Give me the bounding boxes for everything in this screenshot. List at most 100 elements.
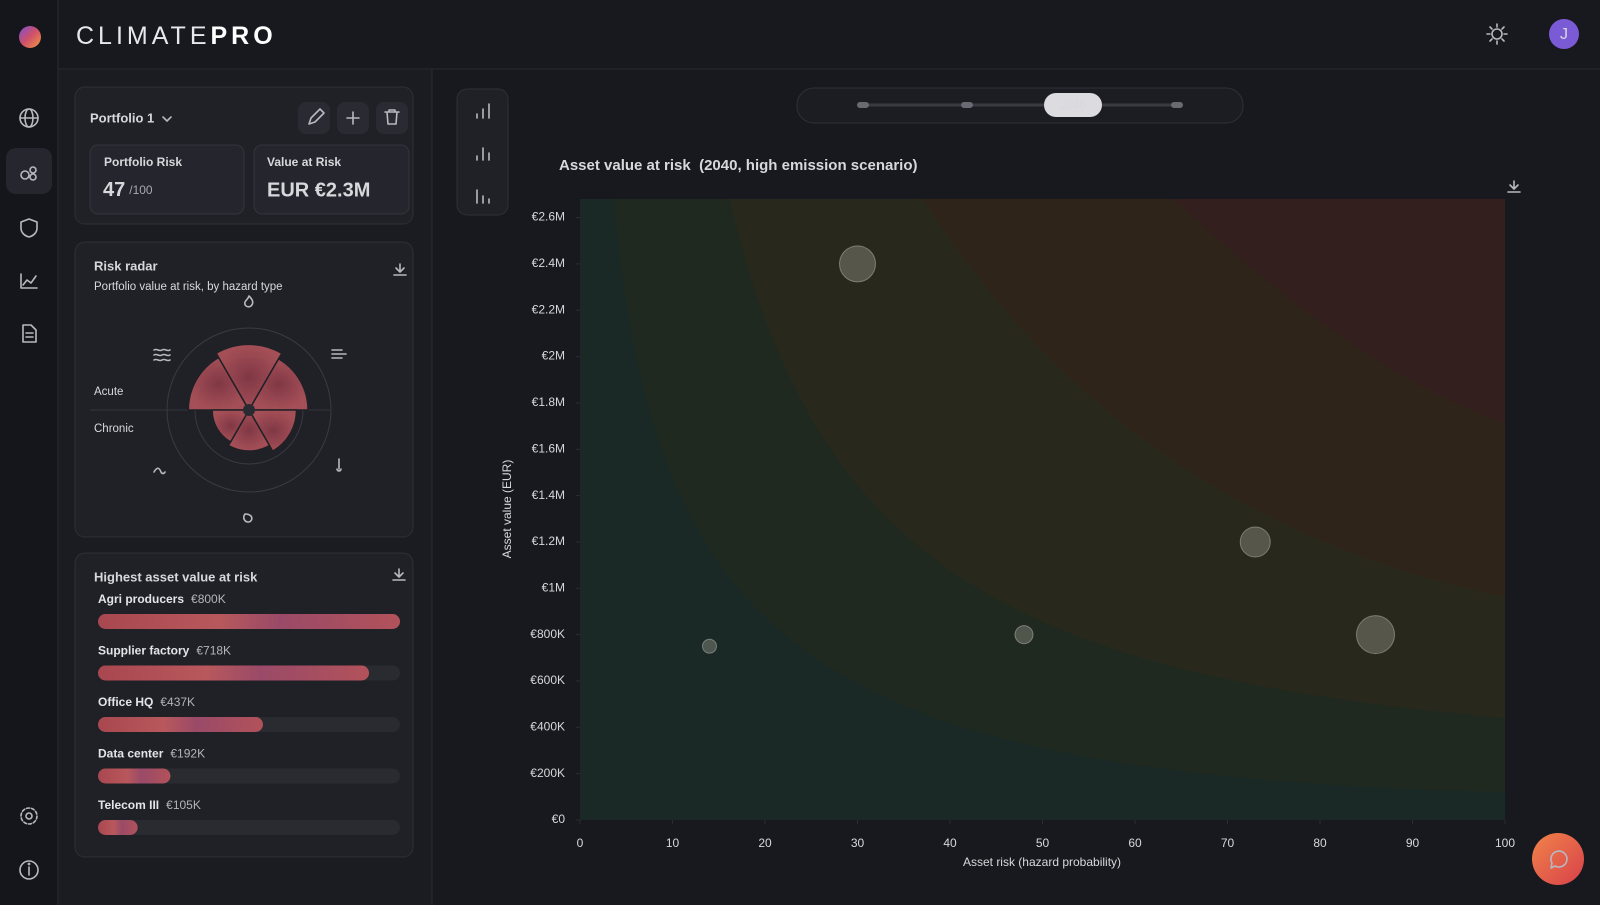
y-tick-label: €2.4M: [532, 256, 565, 270]
dropdown-icon[interactable]: [162, 116, 172, 122]
var-value: EUR €2.3M: [267, 179, 370, 201]
radar-sector: [247, 357, 309, 411]
download-icon[interactable]: [393, 263, 407, 276]
nav-settings[interactable]: [20, 807, 38, 825]
y-tick-label: €1.2M: [532, 534, 565, 548]
asset-name: Telecom III: [98, 798, 159, 812]
y-tick-label: €1.6M: [532, 441, 565, 455]
radar-title: Risk radar: [94, 258, 158, 273]
chat-button[interactable]: [1532, 833, 1584, 885]
asset-label: Office HQ €437K: [98, 695, 195, 709]
edit-icon: [308, 108, 325, 125]
x-tick-label: 70: [1221, 836, 1235, 850]
plot-background: [580, 199, 1505, 820]
asset-bar[interactable]: [98, 820, 138, 835]
nav-report[interactable]: [22, 324, 37, 343]
y-tick-label: €2.6M: [532, 210, 565, 224]
timeline-stop[interactable]: [1171, 102, 1183, 108]
radar-ring: [166, 327, 332, 493]
icon-wildfire: [244, 295, 254, 308]
risk-zone: [1174, 199, 1505, 423]
risk-value-line: 47/100: [103, 179, 153, 201]
assets-list: Agri producers €800K Supplier factory €718K…: [98, 592, 400, 835]
bubble[interactable]: [1239, 526, 1271, 558]
asset-bar[interactable]: [98, 768, 171, 784]
bubble[interactable]: [1356, 615, 1395, 655]
radar-sector: [187, 356, 251, 411]
asset-value: €105K: [166, 798, 201, 812]
asset-value: €718K: [196, 644, 231, 658]
x-axis-label: Asset risk (hazard probability): [963, 855, 1121, 869]
risk-label: Portfolio Risk: [104, 155, 182, 169]
asset-bar[interactable]: [98, 665, 370, 681]
timeline-handle[interactable]: [1044, 93, 1102, 117]
nav-globe[interactable]: [19, 108, 39, 128]
brand-light: CLIMATE: [76, 22, 211, 50]
radar-sector: [247, 409, 298, 453]
delete-button[interactable]: [376, 102, 408, 134]
chart-type-button[interactable]: [476, 147, 490, 161]
risk-max: /100: [129, 183, 153, 197]
asset-track: [98, 820, 400, 835]
radar-chart: [90, 327, 332, 493]
edit-button[interactable]: [298, 102, 330, 134]
brand: CLIMATEPRO: [76, 22, 277, 50]
asset-value: €800K: [191, 592, 226, 606]
nav-shield[interactable]: [20, 218, 38, 238]
y-tick-label: €1.4M: [532, 488, 565, 502]
nav-portfolio[interactable]: [20, 166, 37, 181]
nav-chart[interactable]: [20, 273, 38, 289]
asset-name: Office HQ: [98, 695, 153, 709]
sidebar: [0, 0, 58, 905]
assets-title: Highest asset value at risk: [94, 569, 258, 584]
y-tick-label: €800K: [530, 627, 565, 641]
theme-toggle[interactable]: [1486, 23, 1508, 45]
icon-wind: [331, 349, 347, 359]
y-tick-label: €1M: [542, 580, 565, 594]
chart-type-button[interactable]: [476, 103, 490, 119]
asset-name: Agri producers: [98, 592, 184, 606]
x-tick-label: 60: [1128, 836, 1142, 850]
asset-name: Data center: [98, 747, 164, 761]
y-tick-label: €600K: [530, 673, 565, 687]
icon-flood: [153, 348, 171, 362]
asset-bar[interactable]: [98, 614, 400, 629]
x-tick-label: 100: [1495, 836, 1515, 850]
radar-sector: [227, 408, 271, 452]
asset-name: Supplier factory: [98, 644, 190, 658]
download-icon[interactable]: [1507, 180, 1521, 193]
risk-value: 47: [103, 179, 125, 201]
x-tick-label: 50: [1036, 836, 1050, 850]
timeline-stop[interactable]: [857, 102, 869, 108]
icon-drought: [242, 513, 253, 523]
scatter-plot: €0 €200K €400K €600K €800K €1M €1.2M €1.4M €1.6M…: [530, 210, 1515, 850]
asset-bar[interactable]: [98, 717, 263, 732]
asset-label: Supplier factory €718K: [98, 644, 231, 658]
portfolio-name[interactable]: Portfolio 1: [90, 110, 154, 125]
nav-active: [6, 148, 52, 194]
nav-info[interactable]: [19, 860, 39, 880]
risk-card: [89, 144, 245, 215]
bubble[interactable]: [839, 245, 876, 283]
x-tick-label: 90: [1406, 836, 1420, 850]
asset-label: Telecom III €105K: [98, 798, 201, 812]
avatar[interactable]: [1549, 19, 1579, 49]
add-icon: [346, 111, 360, 125]
y-tick-label: €400K: [530, 719, 565, 733]
asset-track: [98, 768, 400, 784]
hazard-icons: [153, 295, 347, 523]
y-tick-label: €2M: [542, 349, 565, 363]
y-tick-label: €200K: [530, 766, 565, 780]
y-axis-label: Asset value (EUR): [500, 460, 514, 559]
bubble[interactable]: [702, 638, 717, 654]
timeline-stop[interactable]: [961, 102, 973, 108]
logo[interactable]: [19, 26, 41, 48]
bubble[interactable]: [1014, 625, 1034, 645]
download-icon[interactable]: [392, 568, 406, 581]
x-tick-label: 0: [577, 836, 584, 850]
chart-type-button[interactable]: [476, 189, 490, 204]
asset-value: €437K: [160, 695, 195, 709]
asset-label: Data center €192K: [98, 747, 205, 761]
